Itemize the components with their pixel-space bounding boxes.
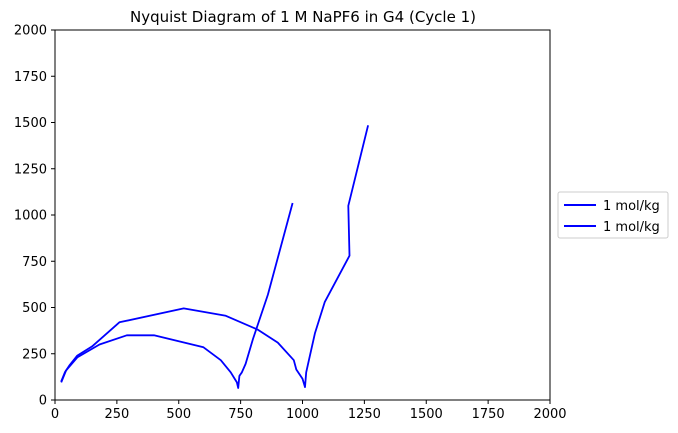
x-tick-label: 1000 <box>286 407 319 422</box>
x-tick-label: 750 <box>228 407 253 422</box>
legend-label-1: 1 mol/kg <box>603 199 660 214</box>
plot-lines <box>60 125 369 389</box>
x-tick-label: 0 <box>51 407 59 422</box>
x-tick-label: 500 <box>166 407 191 422</box>
y-tick-label: 1000 <box>14 209 47 224</box>
plot-frame <box>54 29 551 401</box>
series-line-1 <box>60 125 369 389</box>
y-tick-label: 250 <box>22 347 47 362</box>
series-line-2 <box>60 202 294 389</box>
y-axis: 0 250 500 750 1000 1250 1500 1750 2000 <box>14 24 55 409</box>
y-tick-label: 500 <box>22 301 47 316</box>
chart-title: Nyquist Diagram of 1 M NaPF6 in G4 (Cycl… <box>130 8 476 26</box>
y-tick-label: 1500 <box>14 116 47 131</box>
y-tick-label: 2000 <box>14 24 47 39</box>
x-tick-label: 1250 <box>348 407 381 422</box>
y-tick-label: 0 <box>39 394 47 409</box>
y-tick-label: 750 <box>22 255 47 270</box>
x-tick-label: 1500 <box>410 407 443 422</box>
x-tick-label: 250 <box>104 407 129 422</box>
y-tick-label: 1250 <box>14 162 47 177</box>
y-tick-label: 1750 <box>14 70 47 85</box>
x-axis: 0 250 500 750 1000 1250 1500 1750 2000 <box>51 400 567 422</box>
x-tick-label: 1750 <box>472 407 505 422</box>
legend: 1 mol/kg 1 mol/kg <box>557 191 669 239</box>
x-tick-label: 2000 <box>533 407 566 422</box>
legend-label-2: 1 mol/kg <box>603 220 660 235</box>
